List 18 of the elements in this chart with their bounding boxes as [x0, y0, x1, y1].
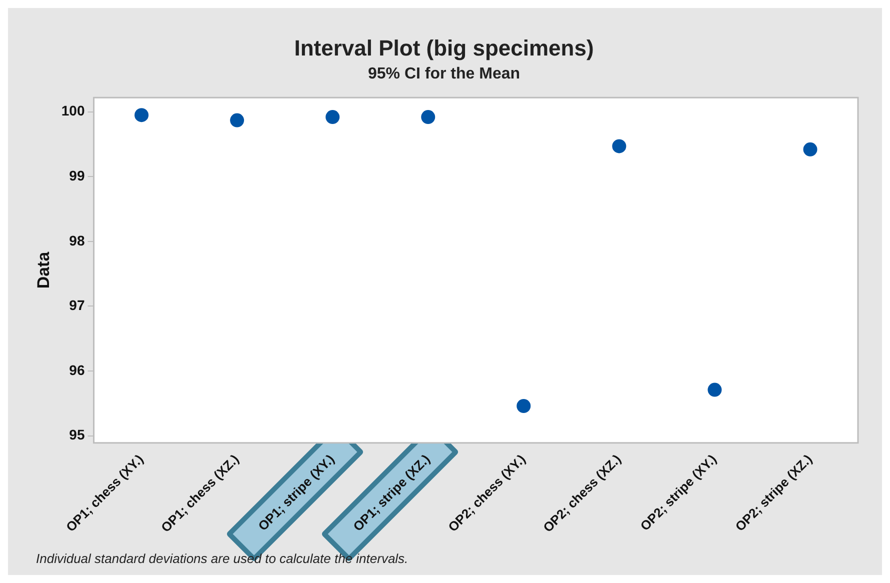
point — [134, 108, 149, 122]
point — [612, 139, 626, 154]
point — [421, 110, 436, 124]
point — [230, 113, 244, 128]
y-tick-label: 100 — [61, 102, 85, 119]
point — [326, 110, 340, 124]
y-tick-label: 95 — [69, 426, 85, 443]
y-axis-title: Data — [34, 251, 53, 289]
y-tick-label: 98 — [69, 232, 85, 248]
point — [708, 382, 722, 397]
chart-subtitle: 95% CI for the Mean — [368, 65, 520, 82]
text: Individual standard deviations are used to calculate the intervals. — [36, 551, 408, 566]
point — [803, 142, 818, 156]
chart-title: Interval Plot (big specimens) — [294, 35, 594, 60]
point — [516, 398, 531, 413]
y-tick-label: 96 — [69, 362, 85, 378]
y-tick-label: 97 — [69, 297, 85, 314]
y-tick-label: 99 — [69, 168, 85, 184]
